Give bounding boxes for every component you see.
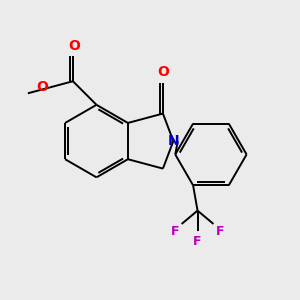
Text: F: F (193, 235, 202, 248)
Text: N: N (168, 134, 180, 148)
Text: F: F (171, 226, 179, 238)
Text: F: F (216, 226, 224, 238)
Text: O: O (157, 65, 169, 79)
Text: O: O (68, 39, 80, 53)
Text: O: O (36, 80, 48, 94)
